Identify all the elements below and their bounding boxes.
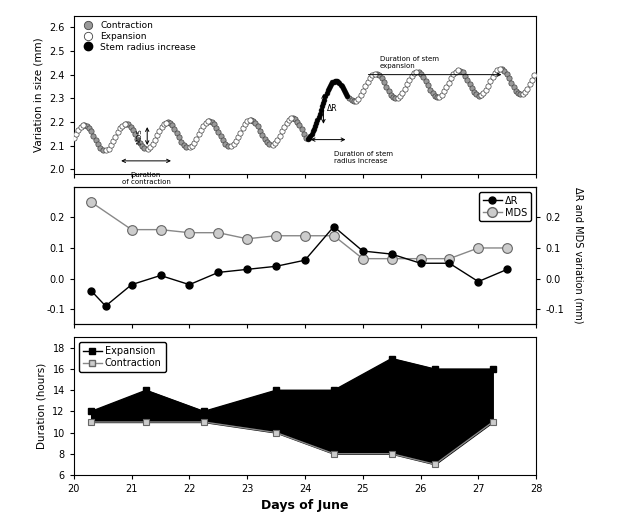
Text: Duration
of contraction: Duration of contraction	[121, 172, 171, 185]
Legend: Contraction, Expansion, Stem radius increase: Contraction, Expansion, Stem radius incr…	[78, 20, 196, 52]
Legend: ΔR, MDS: ΔR, MDS	[479, 192, 531, 222]
Text: Duration of stem
expansion: Duration of stem expansion	[380, 56, 439, 69]
Text: ΔR: ΔR	[327, 104, 338, 113]
Text: Duration of stem
radius increase: Duration of stem radius increase	[334, 152, 393, 165]
X-axis label: Days of June: Days of June	[261, 499, 349, 512]
Legend: Expansion, Contraction: Expansion, Contraction	[79, 342, 166, 372]
Y-axis label: Variation in size (mm): Variation in size (mm)	[34, 37, 44, 152]
Y-axis label: Duration (hours): Duration (hours)	[37, 363, 47, 449]
Y-axis label: ΔR and MDS variation (mm): ΔR and MDS variation (mm)	[573, 187, 584, 324]
Text: MDS: MDS	[136, 128, 142, 144]
